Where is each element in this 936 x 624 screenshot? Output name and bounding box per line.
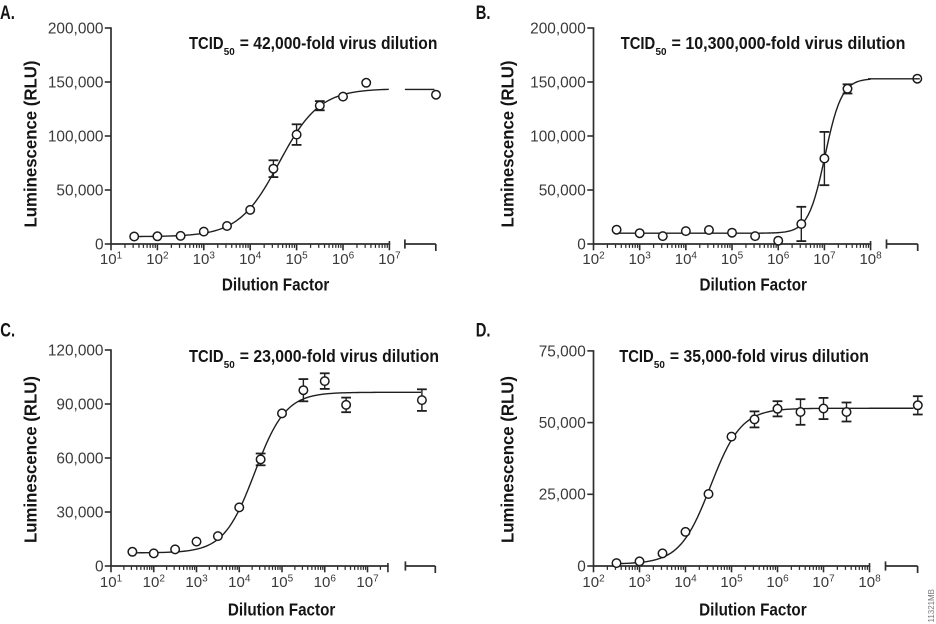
svg-text:50,000: 50,000: [539, 415, 586, 432]
svg-text:30,000: 30,000: [56, 504, 103, 521]
svg-text:100,000: 100,000: [48, 128, 104, 145]
svg-text:150,000: 150,000: [48, 74, 104, 91]
svg-text:D.: D.: [476, 320, 491, 342]
svg-text:0: 0: [577, 558, 586, 575]
svg-text:60,000: 60,000: [56, 450, 103, 467]
svg-text:C.: C.: [0, 320, 15, 342]
svg-text:Luminescence (RLU): Luminescence (RLU): [20, 61, 40, 228]
svg-text:50: 50: [224, 359, 235, 371]
svg-text:= 10,300,000-fold virus diluti: = 10,300,000-fold virus dilution: [672, 33, 906, 53]
svg-text:TCID: TCID: [621, 33, 656, 53]
svg-text:Luminescence (RLU): Luminescence (RLU): [498, 376, 518, 543]
svg-text:Dilution Factor: Dilution Factor: [699, 274, 807, 294]
svg-text:150,000: 150,000: [530, 74, 586, 91]
svg-text:11321MB: 11321MB: [926, 589, 936, 623]
svg-text:50: 50: [656, 46, 667, 58]
svg-text:0: 0: [95, 558, 104, 575]
svg-text:Dilution Factor: Dilution Factor: [228, 600, 336, 620]
svg-text:Luminescence (RLU): Luminescence (RLU): [20, 376, 40, 543]
svg-text:A.: A.: [0, 2, 15, 24]
svg-text:75,000: 75,000: [539, 343, 586, 360]
svg-text:TCID: TCID: [189, 346, 224, 366]
svg-text:B.: B.: [476, 2, 491, 24]
svg-text:Luminescence (RLU): Luminescence (RLU): [498, 61, 518, 228]
svg-text:0: 0: [577, 236, 586, 253]
svg-text:Dilution Factor: Dilution Factor: [699, 600, 807, 620]
svg-text:120,000: 120,000: [48, 342, 104, 359]
svg-text:100,000: 100,000: [530, 128, 586, 145]
svg-text:= 35,000-fold virus dilution: = 35,000-fold virus dilution: [670, 346, 869, 366]
svg-text:90,000: 90,000: [56, 396, 103, 413]
svg-text:50,000: 50,000: [56, 182, 103, 199]
svg-text:TCID: TCID: [189, 33, 224, 53]
svg-text:200,000: 200,000: [530, 20, 586, 37]
svg-text:50: 50: [224, 46, 235, 58]
svg-text:TCID: TCID: [619, 346, 654, 366]
svg-text:25,000: 25,000: [539, 487, 586, 504]
svg-text:50: 50: [654, 359, 665, 371]
svg-text:50,000: 50,000: [539, 182, 586, 199]
svg-text:200,000: 200,000: [48, 20, 104, 37]
svg-text:= 42,000-fold virus dilution: = 42,000-fold virus dilution: [240, 33, 438, 53]
svg-text:= 23,000-fold virus dilution: = 23,000-fold virus dilution: [240, 346, 439, 366]
svg-text:0: 0: [95, 236, 104, 253]
svg-text:Dilution Factor: Dilution Factor: [222, 274, 330, 294]
